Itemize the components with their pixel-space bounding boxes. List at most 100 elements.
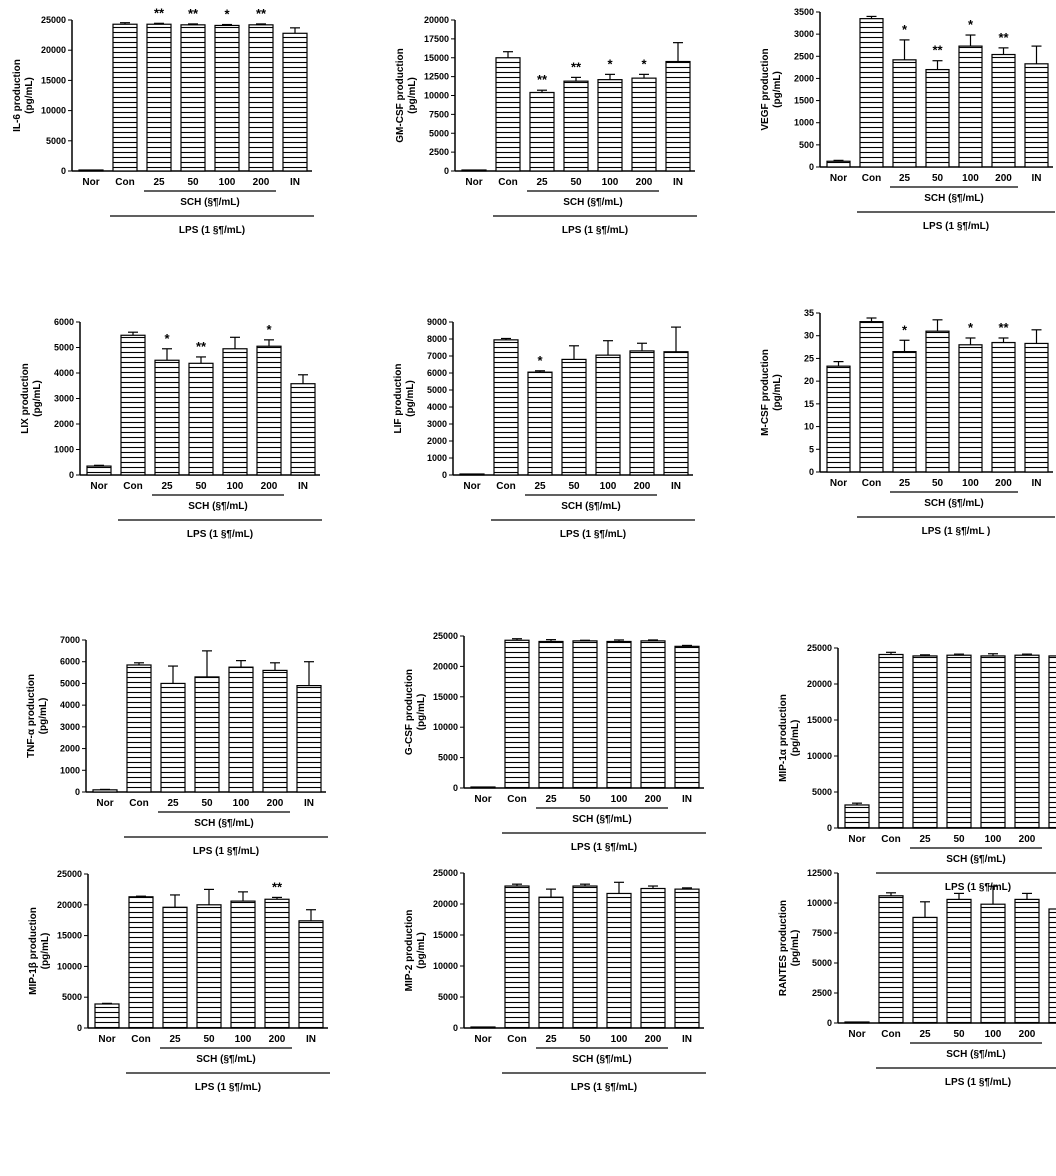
panel-7: 0 1000 2000 3000 4000 5000 6000 7000 TNF-α produ… <box>26 635 328 857</box>
y-tick-label: 1000 <box>794 118 814 128</box>
sch-label: SCH (§¶/mL) <box>563 197 622 208</box>
significance-mark: * <box>164 331 170 346</box>
x-tick-label: 100 <box>985 1029 1002 1040</box>
bar-50 <box>925 68 950 168</box>
bar-100 <box>595 354 621 476</box>
lps-label: LPS (1 §¶/mL) <box>945 882 1011 893</box>
panel-11: 0 5000 10000 15000 20000 25000 MIP-2 productio… <box>404 868 706 1093</box>
y-tick-label: 25000 <box>41 15 66 25</box>
y-tick-label: 2000 <box>54 419 74 429</box>
bar-Con <box>504 639 530 789</box>
y-tick-label: 25000 <box>433 631 458 641</box>
sch-label: SCH (§¶/mL) <box>946 854 1005 865</box>
significance-mark: * <box>266 322 272 337</box>
y-axis-label: MIP-2 production <box>404 910 415 992</box>
y-tick-label: 10000 <box>807 898 832 908</box>
y-axis-label: (pg/mL) <box>790 930 801 967</box>
bar-Con <box>128 896 154 1029</box>
bar-200 <box>1014 654 1040 829</box>
bar-25 <box>154 359 180 476</box>
significance-mark: * <box>968 17 974 32</box>
bar-Nor <box>92 789 118 793</box>
significance-mark: ** <box>998 320 1009 335</box>
panel-4: 0 1000 2000 3000 4000 5000 6000 LIX production(… <box>20 317 322 540</box>
sch-label: SCH (§¶/mL) <box>924 193 983 204</box>
x-tick-label: IN <box>1032 478 1042 489</box>
sch-label: SCH (§¶/mL) <box>924 498 983 509</box>
y-axis-label: VEGF production <box>760 48 771 130</box>
y-tick-label: 5000 <box>438 753 458 763</box>
y-tick-label: 0 <box>61 166 66 176</box>
y-tick-label: 25000 <box>433 868 458 878</box>
y-tick-label: 10000 <box>433 722 458 732</box>
x-tick-label: 50 <box>932 173 944 184</box>
x-tick-label: Nor <box>848 834 865 845</box>
x-tick-label: 25 <box>545 1034 557 1045</box>
x-tick-label: 50 <box>203 1034 215 1045</box>
x-tick-label: 200 <box>995 173 1012 184</box>
bar-25 <box>538 640 564 789</box>
panel-3: 0 500 1000 1500 2000 2500 3000 3500 VEGF product… <box>760 7 1055 232</box>
bar-100 <box>597 79 623 172</box>
y-tick-label: 0 <box>809 162 814 172</box>
bar-IN <box>282 32 308 172</box>
x-tick-label: IN <box>290 177 300 188</box>
x-tick-label: Con <box>507 1034 526 1045</box>
bar-25 <box>529 91 555 172</box>
x-tick-label: 100 <box>227 481 244 492</box>
y-axis-label: (pg/mL) <box>790 720 801 757</box>
x-tick-label: 50 <box>568 481 580 492</box>
significance-mark: ** <box>188 6 199 21</box>
bar-IN <box>665 60 691 172</box>
bar-100 <box>958 45 983 168</box>
y-tick-label: 15000 <box>433 930 458 940</box>
y-tick-label: 500 <box>799 140 814 150</box>
y-axis-label: MIP-1α production <box>778 694 789 782</box>
y-tick-label: 3000 <box>54 394 74 404</box>
y-tick-label: 0 <box>77 1023 82 1033</box>
bar-IN <box>674 888 700 1029</box>
bar-25 <box>892 59 917 168</box>
x-tick-label: 200 <box>253 177 270 188</box>
y-tick-label: 15000 <box>433 692 458 702</box>
y-tick-label: 20000 <box>41 45 66 55</box>
lps-label: LPS (1 §¶/mL) <box>187 529 253 540</box>
y-tick-label: 6000 <box>427 368 447 378</box>
bar-IN <box>1024 63 1049 168</box>
y-tick-label: 0 <box>453 783 458 793</box>
bar-200 <box>629 350 655 476</box>
x-tick-label: 100 <box>962 478 979 489</box>
y-axis-label: LIF production <box>393 364 404 434</box>
y-tick-label: 0 <box>444 166 449 176</box>
y-tick-label: 2500 <box>812 988 832 998</box>
bar-50 <box>194 676 220 793</box>
y-tick-label: 5000 <box>62 992 82 1002</box>
significance-mark: ** <box>272 879 283 894</box>
bar-Nor <box>470 786 496 789</box>
x-tick-label: 25 <box>161 481 173 492</box>
y-tick-label: 15000 <box>41 75 66 85</box>
x-tick-label: IN <box>298 481 308 492</box>
y-axis-label: (pg/mL) <box>405 380 416 417</box>
sch-label: SCH (§¶/mL) <box>946 1049 1005 1060</box>
x-tick-label: 200 <box>261 481 278 492</box>
y-tick-label: 2000 <box>60 744 80 754</box>
bar-50 <box>572 885 598 1029</box>
x-tick-label: Con <box>131 1034 150 1045</box>
x-tick-label: Nor <box>98 1034 115 1045</box>
bar-50 <box>925 330 950 473</box>
y-axis-label: G-CSF production <box>404 669 415 755</box>
y-tick-label: 0 <box>827 1018 832 1028</box>
bar-100 <box>230 900 256 1029</box>
x-tick-label: 100 <box>985 834 1002 845</box>
bar-25 <box>892 351 917 473</box>
y-tick-label: 7000 <box>427 351 447 361</box>
y-axis-label: IL-6 production <box>12 59 23 132</box>
lps-label: LPS (1 §¶/mL) <box>571 842 637 853</box>
bar-IN <box>674 645 700 789</box>
y-tick-label: 10000 <box>57 961 82 971</box>
x-tick-label: Con <box>123 481 142 492</box>
significance-mark: ** <box>932 43 943 58</box>
x-tick-label: Nor <box>463 481 480 492</box>
